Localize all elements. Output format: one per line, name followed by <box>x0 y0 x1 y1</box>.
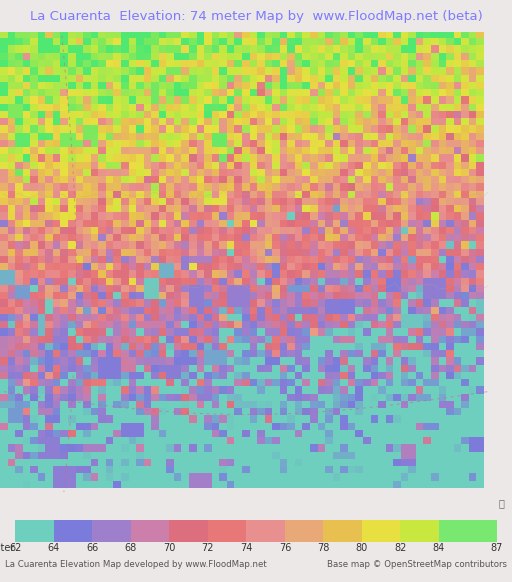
Bar <box>362 520 400 542</box>
Bar <box>169 520 208 542</box>
Bar <box>131 520 169 542</box>
Text: 66: 66 <box>86 544 98 553</box>
Bar <box>92 520 131 542</box>
Bar <box>439 520 497 542</box>
Text: La Cuarenta Elevation Map developed by www.FloodMap.net: La Cuarenta Elevation Map developed by w… <box>5 559 267 569</box>
Text: La Cuarenta  Elevation: 74 meter Map by  www.FloodMap.net (beta): La Cuarenta Elevation: 74 meter Map by w… <box>30 9 482 23</box>
Text: 72: 72 <box>202 544 214 553</box>
Bar <box>15 520 54 542</box>
Text: 🔍: 🔍 <box>499 498 504 508</box>
Text: 80: 80 <box>356 544 368 553</box>
Text: 82: 82 <box>394 544 407 553</box>
Text: 87: 87 <box>490 544 503 553</box>
Text: meter: meter <box>0 544 14 553</box>
Text: 76: 76 <box>279 544 291 553</box>
Text: 74: 74 <box>240 544 252 553</box>
Text: 70: 70 <box>163 544 176 553</box>
Text: 64: 64 <box>48 544 60 553</box>
Bar <box>400 520 439 542</box>
Bar <box>208 520 246 542</box>
Text: 84: 84 <box>433 544 445 553</box>
Text: 78: 78 <box>317 544 330 553</box>
Bar <box>285 520 324 542</box>
Text: 68: 68 <box>125 544 137 553</box>
Bar <box>54 520 92 542</box>
Bar <box>246 520 285 542</box>
Bar <box>324 520 362 542</box>
Text: Base map © OpenStreetMap contributors: Base map © OpenStreetMap contributors <box>327 559 507 569</box>
Text: 62: 62 <box>9 544 22 553</box>
